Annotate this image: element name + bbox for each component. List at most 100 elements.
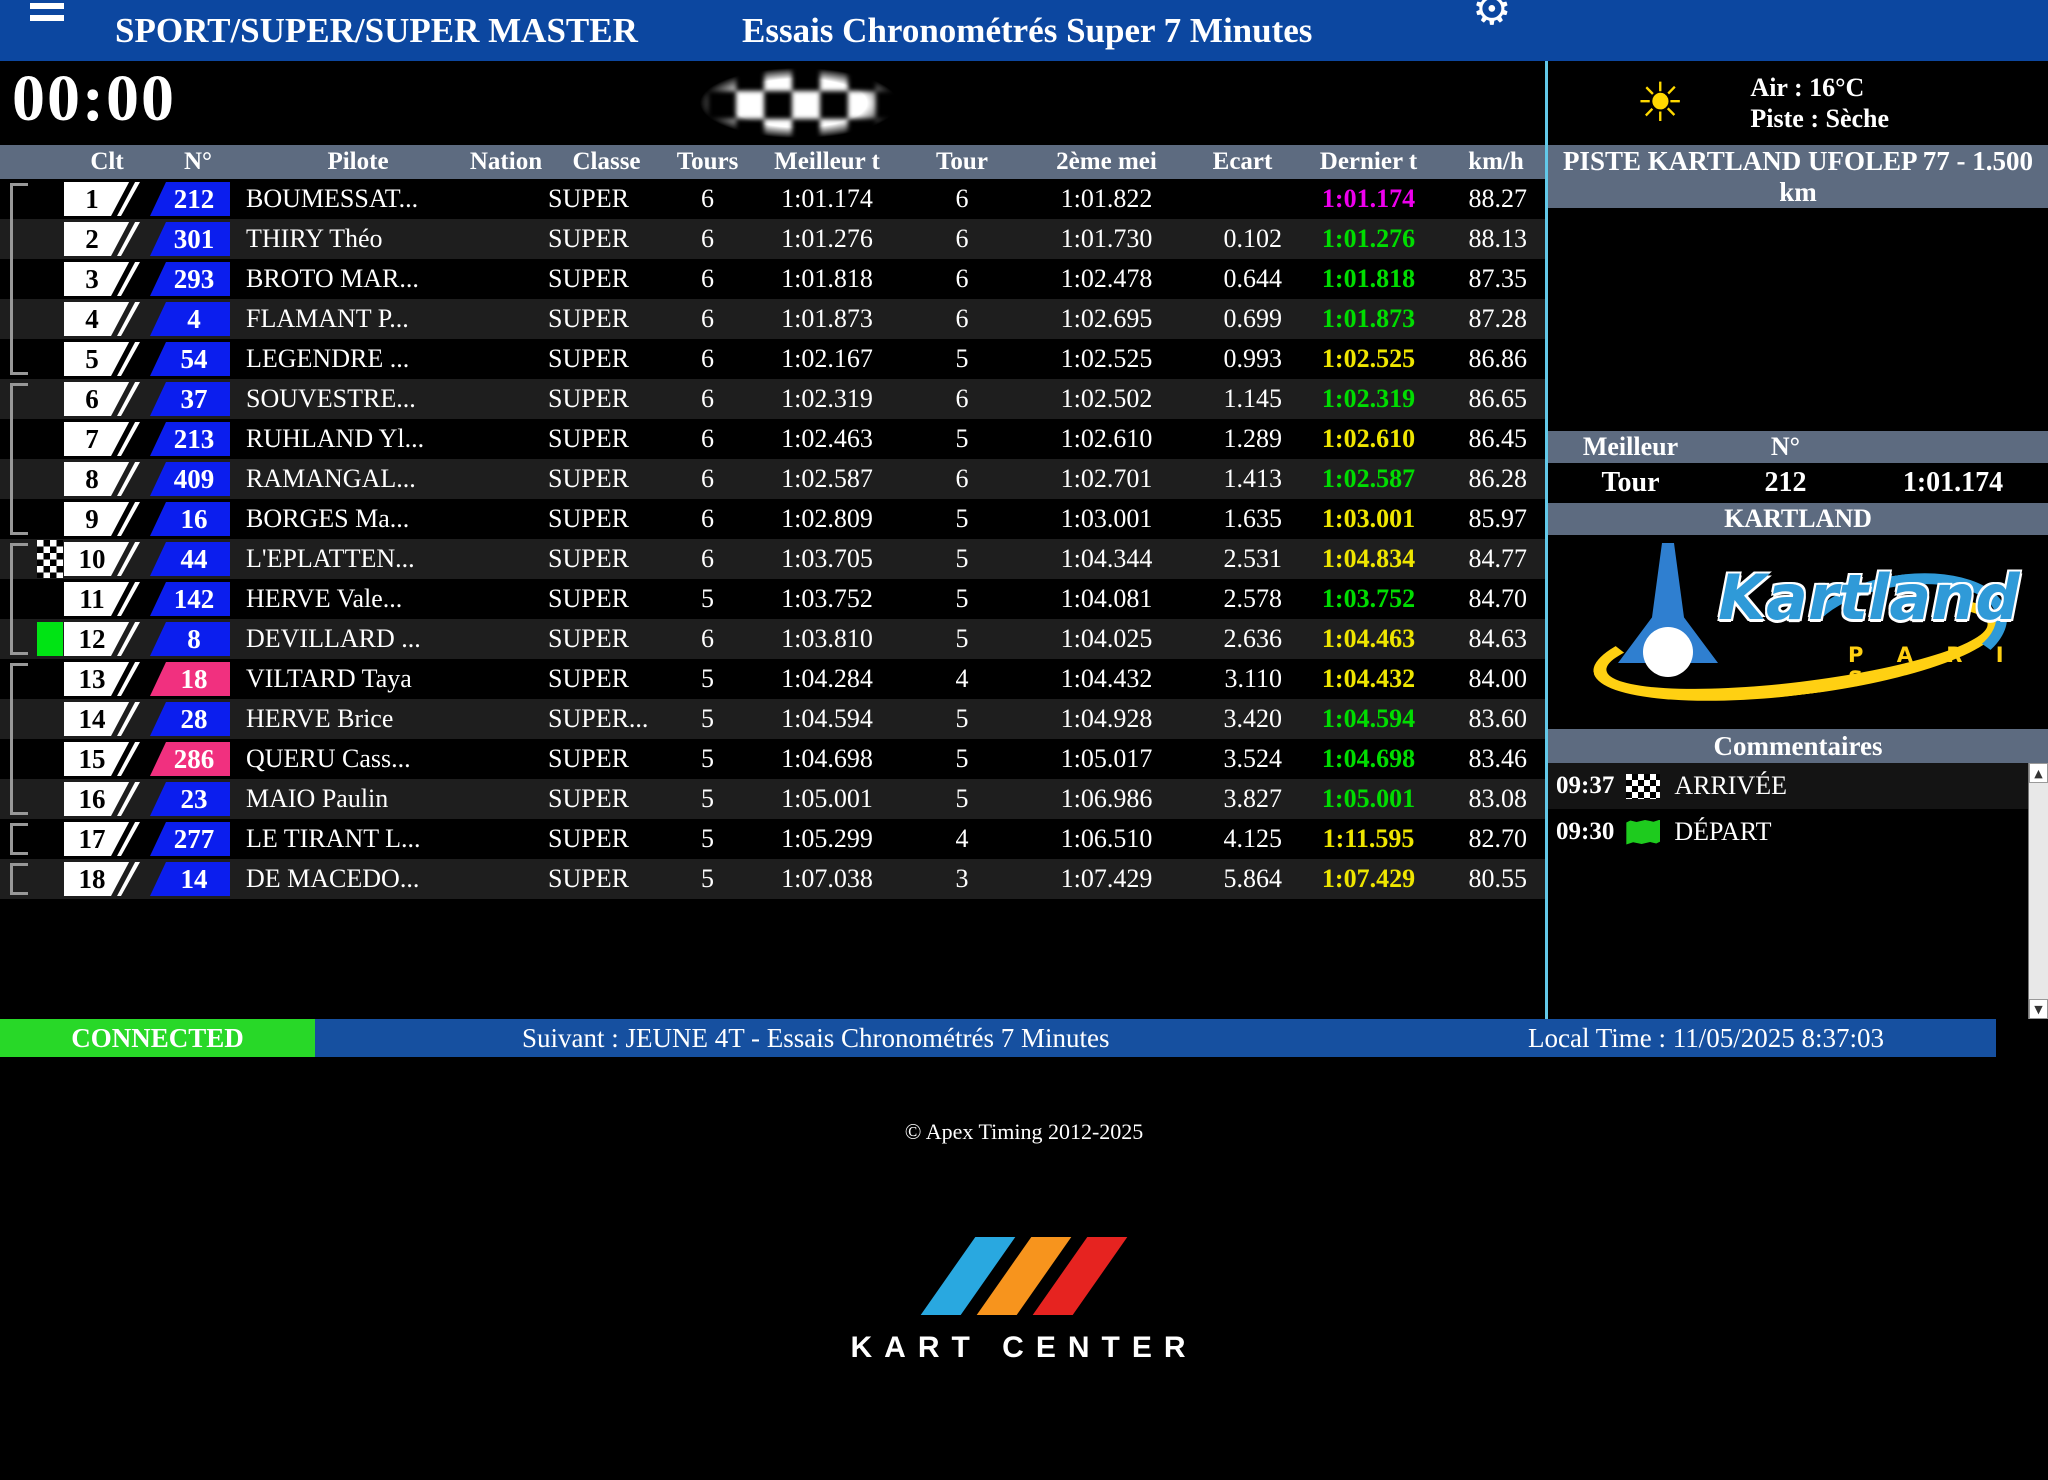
last-time-cell: 1:02.319 — [1321, 384, 1416, 413]
best-lap-number-cell: 5 — [955, 584, 969, 613]
pilot-name: BROTO MAR... — [246, 264, 419, 293]
position-cell: 2 — [64, 222, 150, 256]
menu-hamburger-icon[interactable] — [30, 0, 64, 27]
column-header: Pilote — [327, 148, 389, 175]
table-row[interactable]: 5 54 LEGENDRE ... SUPER 6 1:02.167 5 1:0… — [0, 339, 1545, 379]
best-time-cell: 1:02.463 — [781, 424, 873, 453]
second-best-cell: 1:02.695 — [1060, 304, 1153, 333]
track-condition: Piste : Sèche — [1750, 104, 1890, 133]
table-row[interactable]: 6 37 SOUVESTRE... SUPER 6 1:02.319 6 1:0… — [0, 379, 1545, 419]
table-row[interactable]: 10 44 L'EPLATTEN... SUPER 6 1:03.705 5 1… — [0, 539, 1545, 579]
laps-cell: 6 — [701, 344, 714, 373]
kart-number-badge: 23 — [150, 782, 230, 816]
speed-cell: 84.70 — [1468, 584, 1528, 613]
pilot-name: HERVE Brice — [246, 704, 394, 733]
kart-number-badge: 409 — [150, 462, 230, 496]
table-row[interactable]: 11 142 HERVE Vale... SUPER 5 1:03.752 5 … — [0, 579, 1545, 619]
best-time-cell: 1:04.698 — [781, 744, 873, 773]
gap-cell: 3.420 — [1223, 704, 1283, 733]
table-row[interactable]: 3 293 BROTO MAR... SUPER 6 1:01.818 6 1:… — [0, 259, 1545, 299]
group-bracket — [0, 859, 36, 899]
laps-cell: 5 — [701, 864, 714, 893]
best-lap-number-cell: 6 — [955, 184, 969, 213]
gap-cell: 0.102 — [1223, 224, 1283, 253]
gap-cell: 0.993 — [1223, 344, 1283, 373]
speed-cell: 86.28 — [1468, 464, 1528, 493]
best-lap-label: Meilleur — [1582, 432, 1679, 461]
track-name-banner: PISTE KARTLAND UFOLEP 77 - 1.500 km — [1548, 145, 2048, 208]
speed-cell: 83.46 — [1468, 744, 1528, 773]
kart-number-cell: 44 — [150, 542, 246, 576]
info-panel: ☀ Air : 16°C Piste : Sèche PISTE KARTLAN… — [1548, 61, 2048, 1019]
comment-time: 09:37 — [1556, 772, 1615, 799]
row-marker — [36, 419, 64, 459]
row-marker — [36, 739, 64, 779]
connection-status-badge: CONNECTED — [0, 1019, 315, 1057]
laps-cell: 6 — [701, 504, 714, 533]
scroll-up-icon[interactable]: ▲ — [2029, 763, 2048, 783]
table-row[interactable]: 13 18 VILTARD Taya SUPER 5 1:04.284 4 1:… — [0, 659, 1545, 699]
laps-cell: 6 — [701, 304, 714, 333]
table-row[interactable]: 9 16 BORGES Ma... SUPER 6 1:02.809 5 1:0… — [0, 499, 1545, 539]
checkered-flag-banner — [680, 63, 918, 143]
best-time-cell: 1:01.276 — [781, 224, 873, 253]
best-lap-number-cell: 6 — [955, 384, 969, 413]
pilot-name: LE TIRANT L... — [246, 824, 421, 853]
last-time-cell: 1:01.174 — [1321, 184, 1416, 213]
row-marker — [36, 259, 64, 299]
speed-cell: 86.86 — [1468, 344, 1528, 373]
second-best-cell: 1:03.001 — [1060, 504, 1153, 533]
table-row[interactable]: 8 409 RAMANGAL... SUPER 6 1:02.587 6 1:0… — [0, 459, 1545, 499]
gear-icon[interactable]: ⚙ — [1472, 0, 1512, 35]
table-row[interactable]: 17 277 LE TIRANT L... SUPER 5 1:05.299 4… — [0, 819, 1545, 859]
scroll-down-icon[interactable]: ▼ — [2029, 999, 2048, 1019]
position-cell: 16 — [64, 782, 150, 816]
position-badge: 12 — [64, 622, 140, 656]
table-row[interactable]: 4 4 FLAMANT P... SUPER 6 1:01.873 6 1:02… — [0, 299, 1545, 339]
speed-cell: 82.70 — [1468, 824, 1528, 853]
position-cell: 17 — [64, 822, 150, 856]
position-badge: 17 — [64, 822, 140, 856]
kart-number-badge: 37 — [150, 382, 230, 416]
table-row[interactable]: 12 8 DEVILLARD ... SUPER 6 1:03.810 5 1:… — [0, 619, 1545, 659]
kart-number-cell: 213 — [150, 422, 246, 456]
table-row[interactable]: 2 301 THIRY Théo SUPER 6 1:01.276 6 1:01… — [0, 219, 1545, 259]
comments-title: Commentaires — [1548, 729, 2048, 763]
group-bracket — [0, 419, 36, 459]
table-row[interactable]: 15 286 QUERU Cass... SUPER 5 1:04.698 5 … — [0, 739, 1545, 779]
laps-cell: 6 — [701, 224, 714, 253]
table-row[interactable]: 14 28 HERVE Brice SUPER... 5 1:04.594 5 … — [0, 699, 1545, 739]
gap-cell: 2.636 — [1223, 624, 1283, 653]
speed-cell: 84.63 — [1468, 624, 1528, 653]
last-time-cell: 1:07.429 — [1321, 864, 1416, 893]
last-time-cell: 1:05.001 — [1321, 784, 1416, 813]
best-lap-num-header: N° — [1770, 432, 1801, 461]
timing-area: 00:00 Clt N° Pilote Nation Classe Tours Meille… — [0, 61, 1545, 1019]
last-time-cell: 1:03.752 — [1321, 584, 1416, 613]
class-cell: SUPER — [548, 184, 629, 213]
position-badge: 6 — [64, 382, 140, 416]
group-bracket — [0, 379, 36, 419]
kart-number-cell: 28 — [150, 702, 246, 736]
best-lap-number-cell: 3 — [955, 864, 969, 893]
column-header: Ecart — [1212, 148, 1273, 175]
position-cell: 18 — [64, 862, 150, 896]
pilot-name: FLAMANT P... — [246, 304, 409, 333]
laps-cell: 5 — [701, 784, 714, 813]
row-marker — [36, 499, 64, 539]
kart-number-cell: 4 — [150, 302, 246, 336]
table-row[interactable]: 1 212 BOUMESSAT... SUPER 6 1:01.174 6 1:… — [0, 179, 1545, 219]
best-time-cell: 1:01.818 — [781, 264, 873, 293]
last-time-cell: 1:04.463 — [1321, 624, 1416, 653]
session-timer: 00:00 — [12, 62, 176, 135]
comments-scrollbar[interactable]: ▲ ▼ — [2028, 763, 2048, 1019]
top-bar: SPORT/SUPER/SUPER MASTER Essais Chronomé… — [0, 0, 2048, 61]
speed-cell: 88.27 — [1468, 184, 1528, 213]
best-time-cell: 1:01.873 — [781, 304, 873, 333]
speed-cell: 84.00 — [1468, 664, 1528, 693]
table-row[interactable]: 16 23 MAIO Paulin SUPER 5 1:05.001 5 1:0… — [0, 779, 1545, 819]
last-time-cell: 1:04.698 — [1321, 744, 1416, 773]
table-row[interactable]: 18 14 DE MACEDO... SUPER 5 1:07.038 3 1:… — [0, 859, 1545, 899]
best-time-cell: 1:04.594 — [781, 704, 873, 733]
table-row[interactable]: 7 213 RUHLAND Yl... SUPER 6 1:02.463 5 1… — [0, 419, 1545, 459]
